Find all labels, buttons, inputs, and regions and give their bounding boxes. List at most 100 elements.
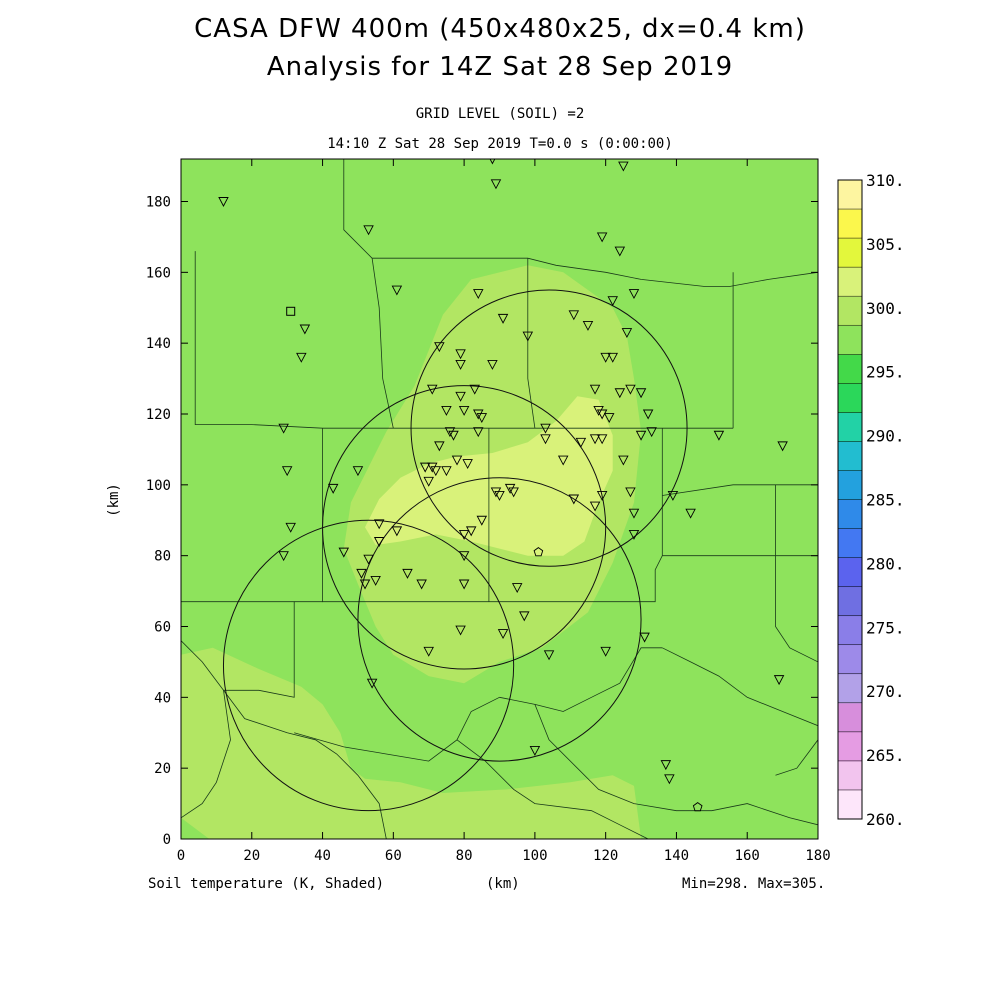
station-marker [359,579,371,590]
station-marker [366,678,378,689]
colorbar-swatch [838,528,862,559]
x-tick-label: 100 [522,848,547,864]
station-marker [296,352,307,363]
station-marker [434,441,445,452]
station-marker [419,462,431,473]
station-marker [511,583,523,594]
station-marker [441,406,452,416]
station-marker [685,508,696,519]
station-pentagon-marker [533,547,544,557]
colorbar-swatch [838,412,862,442]
x-axis-label: (km) [486,876,520,892]
station-marker [508,487,519,498]
county-boundary-16 [456,739,649,839]
station-marker [635,388,647,399]
station-marker [596,491,608,501]
station-marker [455,625,466,636]
colorbar-swatch [838,441,862,471]
x-tick-label: 180 [805,848,830,864]
station-marker [618,161,629,172]
colorbar-label: 295. [866,363,905,382]
station-marker [628,508,640,519]
county-boundary-3 [527,258,536,429]
station-marker [465,526,477,537]
station-marker [596,409,608,420]
y-tick-label: 120 [146,407,171,423]
station-pentagon-marker [692,802,703,812]
colorbar-swatch [838,789,862,820]
station-marker [660,760,672,771]
station-marker [596,232,608,243]
min-max-label: Min=298. Max=305. [682,876,826,892]
colorbar-swatch [838,209,862,239]
station-marker [568,494,580,505]
station-marker [373,519,385,530]
station-marker [469,384,480,395]
station-marker [635,430,647,441]
station-marker [458,579,470,590]
station-marker [621,328,633,339]
station-marker [618,455,629,466]
colorbar-swatch [838,673,862,704]
station-marker [391,526,403,537]
station-marker [568,310,580,321]
station-marker [370,576,381,586]
station-marker [455,391,466,402]
station-marker [458,551,470,562]
station-marker [473,427,484,438]
x-tick-label: 40 [314,848,331,864]
colorbar-label: 265. [866,746,905,765]
county-boundary-15 [294,696,500,762]
station-marker [458,406,470,416]
station-marker [427,462,438,473]
colorbar-label: 270. [866,682,905,701]
station-marker [593,406,604,416]
station-marker [356,568,367,579]
station-marker [391,285,403,296]
station-marker [218,197,229,207]
county-boundary-14 [181,690,231,819]
county-boundary-4 [322,428,663,603]
station-marker [773,675,785,686]
station-marker [777,441,788,452]
station-marker [607,296,618,307]
county-boundary-11 [181,601,295,698]
map-overlay [181,159,818,839]
station-marker [363,554,374,565]
colorbar-swatch [838,238,862,268]
station-marker [455,359,466,370]
station-marker [589,384,601,395]
valid-time-label: 14:10 Z Sat 28 Sep 2019 T=0.0 s (0:00:00… [327,136,673,152]
colorbar-swatch [838,760,862,791]
colorbar-swatch [838,731,862,762]
y-tick-label: 140 [146,336,171,352]
station-marker [455,349,466,360]
station-marker [487,359,498,370]
station-marker [600,352,611,363]
colorbar-swatch [838,499,862,530]
station-marker [285,522,296,533]
colorbar-swatch [838,470,862,500]
station-marker [557,455,569,466]
station-marker [416,579,427,590]
colorbar-label: 285. [866,491,905,510]
station-marker [529,746,541,756]
station-marker [614,388,626,399]
station-marker [642,409,654,420]
colorbar-swatch [838,267,862,297]
y-tick-label: 60 [154,620,171,636]
grid-level-label: GRID LEVEL (SOIL) =2 [415,106,585,122]
colorbar-swatch [838,383,862,413]
station-marker [607,352,618,363]
county-boundary-10 [662,647,818,727]
y-tick-label: 180 [146,195,171,211]
station-marker [327,483,339,494]
y-tick-label: 0 [163,832,171,848]
axes: 0 20 40 60 80 100 120 140 160 180 0 20 40 60 80 100 120 1… [146,159,831,864]
colorbar-label: 305. [866,235,905,254]
station-marker [281,466,293,477]
station-marker [373,537,385,547]
station-marker [444,427,456,438]
x-tick-label: 80 [456,848,473,864]
